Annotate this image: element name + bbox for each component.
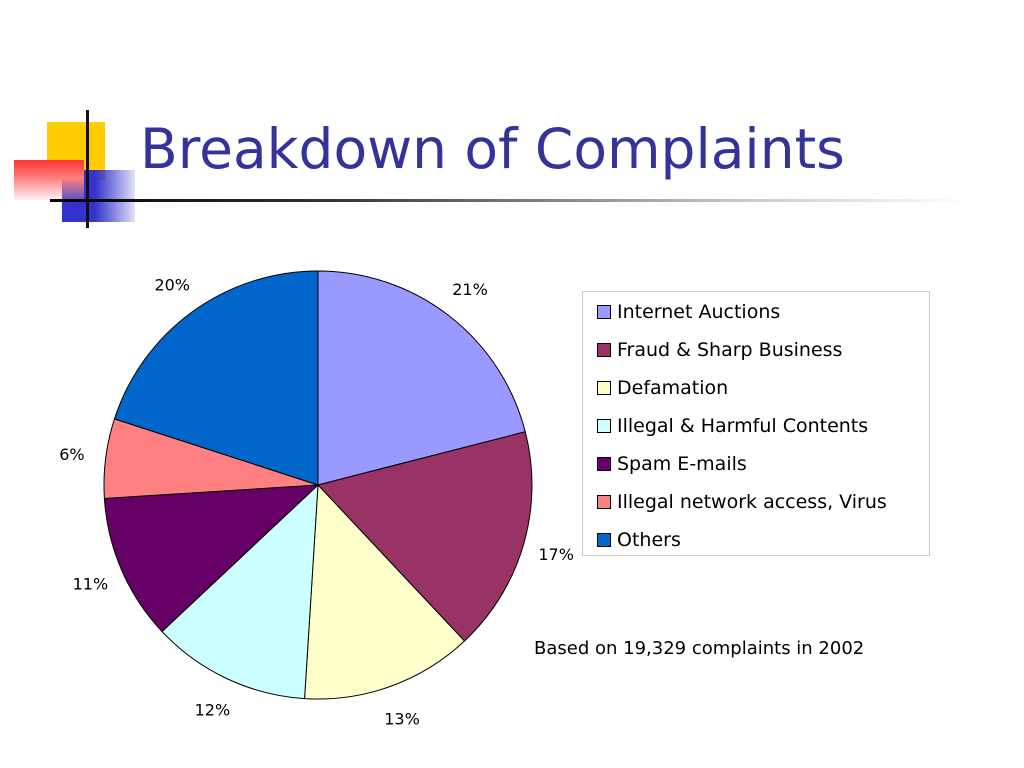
pie-slice — [317, 270, 526, 486]
legend-swatch — [597, 381, 611, 395]
slice-percent-label: 20% — [154, 275, 190, 294]
legend-item: Others — [597, 528, 681, 552]
legend-swatch — [597, 419, 611, 433]
legend-swatch — [597, 495, 611, 509]
pie-slice — [161, 483, 319, 700]
legend-item: Illegal network access, Virus — [597, 490, 887, 514]
legend-label: Others — [617, 529, 681, 551]
legend-swatch — [597, 533, 611, 547]
slice-percent-label: 6% — [59, 445, 84, 464]
legend-item: Defamation — [597, 376, 728, 400]
legend-item: Illegal & Harmful Contents — [597, 414, 868, 438]
legend-label: Illegal & Harmful Contents — [617, 415, 869, 437]
slice-percent-label: 21% — [452, 280, 488, 299]
pie-slice — [113, 270, 319, 486]
vertical-line-decoration — [86, 110, 89, 228]
chart-legend: Internet Auctions Fraud & Sharp Business D… — [582, 291, 930, 556]
legend-item: Spam E-mails — [597, 452, 747, 476]
legend-label: Illegal network access, Virus — [617, 491, 887, 513]
slice-percent-label: 13% — [384, 709, 420, 728]
legend-label: Spam E-mails — [617, 453, 747, 475]
legend-item: Fraud & Sharp Business — [597, 338, 842, 362]
legend-label: Defamation — [617, 377, 729, 399]
legend-swatch — [597, 305, 611, 319]
legend-label: Internet Auctions — [617, 301, 781, 323]
legend-swatch — [597, 457, 611, 471]
red-square-decoration — [14, 160, 84, 200]
slice-percent-label: 17% — [538, 545, 574, 564]
legend-label: Fraud & Sharp Business — [617, 339, 843, 361]
pie-slice — [317, 431, 533, 642]
legend-item: Internet Auctions — [597, 300, 780, 324]
pie-slice — [304, 483, 466, 700]
slice-percent-label: 11% — [73, 574, 109, 593]
legend-swatch — [597, 343, 611, 357]
slide-title: Breakdown of Complaints — [140, 117, 845, 181]
slice-percent-label: 12% — [195, 700, 231, 719]
pie-slice — [103, 484, 320, 633]
chart-note: Based on 19,329 complaints in 2002 — [534, 638, 865, 659]
title-underline — [50, 199, 970, 202]
